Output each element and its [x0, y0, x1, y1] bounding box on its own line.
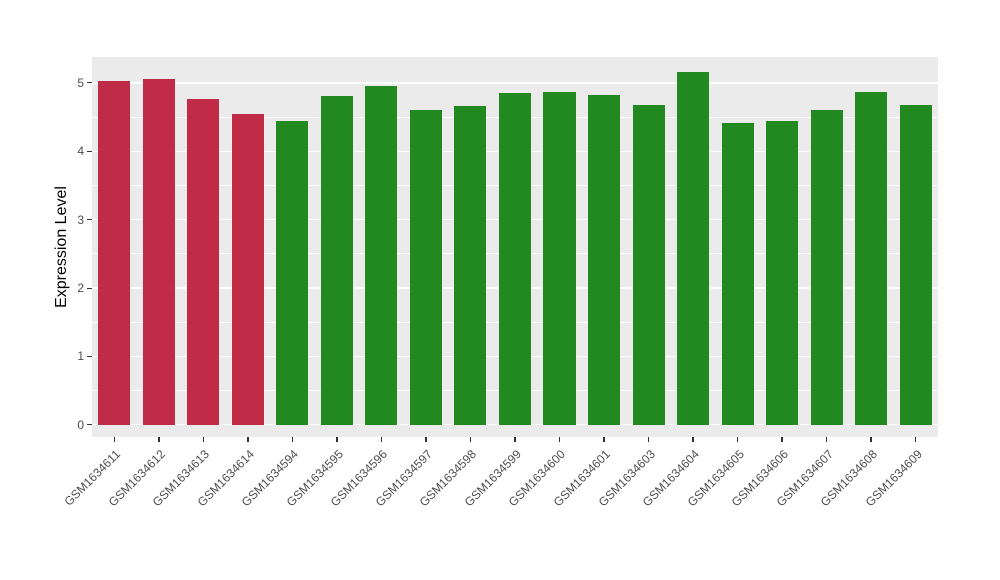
bar — [855, 91, 888, 425]
bar — [187, 98, 220, 425]
x-tick-mark — [291, 437, 294, 442]
bar — [231, 113, 264, 425]
y-tick-label: 0 — [77, 417, 84, 432]
x-tick-mark — [336, 437, 338, 442]
x-tick-mark — [113, 437, 115, 442]
y-tick-label: 3 — [77, 212, 84, 227]
bar — [320, 95, 353, 425]
x-tick-mark — [425, 437, 427, 442]
x-tick-mark — [247, 437, 249, 442]
x-tick-mark — [692, 437, 694, 442]
bar — [899, 104, 932, 425]
x-tick-mark — [825, 437, 828, 442]
x-tick-mark — [558, 437, 561, 442]
bar — [810, 110, 843, 425]
bar — [588, 94, 621, 425]
x-tick-mark — [647, 437, 650, 442]
x-tick-mark — [158, 437, 160, 442]
y-tick-mark — [87, 287, 92, 289]
x-tick-mark — [514, 437, 516, 442]
y-tick-mark — [87, 219, 92, 221]
y-tick-mark — [87, 424, 92, 426]
bar — [766, 121, 799, 425]
y-tick-label: 2 — [77, 281, 84, 295]
x-tick-mark — [202, 437, 205, 442]
bar — [454, 105, 487, 425]
bar — [98, 80, 131, 425]
x-tick-mark — [380, 437, 383, 442]
y-tick-mark — [87, 150, 92, 152]
bar — [409, 110, 442, 425]
bar — [276, 121, 309, 425]
bar — [632, 104, 665, 425]
x-tick-mark — [736, 437, 739, 442]
x-tick-mark — [603, 437, 605, 442]
x-tick-mark — [870, 437, 872, 442]
bar — [498, 93, 532, 425]
y-tick-label: 1 — [77, 349, 84, 364]
bar — [677, 72, 710, 425]
major-gridline — [92, 82, 938, 84]
major-gridline — [92, 423, 938, 426]
y-tick-mark — [87, 355, 92, 357]
x-tick-mark — [469, 437, 472, 442]
bar — [142, 78, 175, 425]
y-tick-label: 4 — [77, 144, 84, 159]
x-tick-mark — [781, 437, 783, 442]
x-tick-mark — [914, 437, 917, 442]
plot-panel — [92, 57, 938, 437]
bar — [721, 122, 754, 425]
bar — [365, 85, 398, 425]
y-tick-label: 5 — [77, 75, 84, 90]
bar — [543, 91, 576, 425]
y-tick-mark — [87, 82, 92, 84]
